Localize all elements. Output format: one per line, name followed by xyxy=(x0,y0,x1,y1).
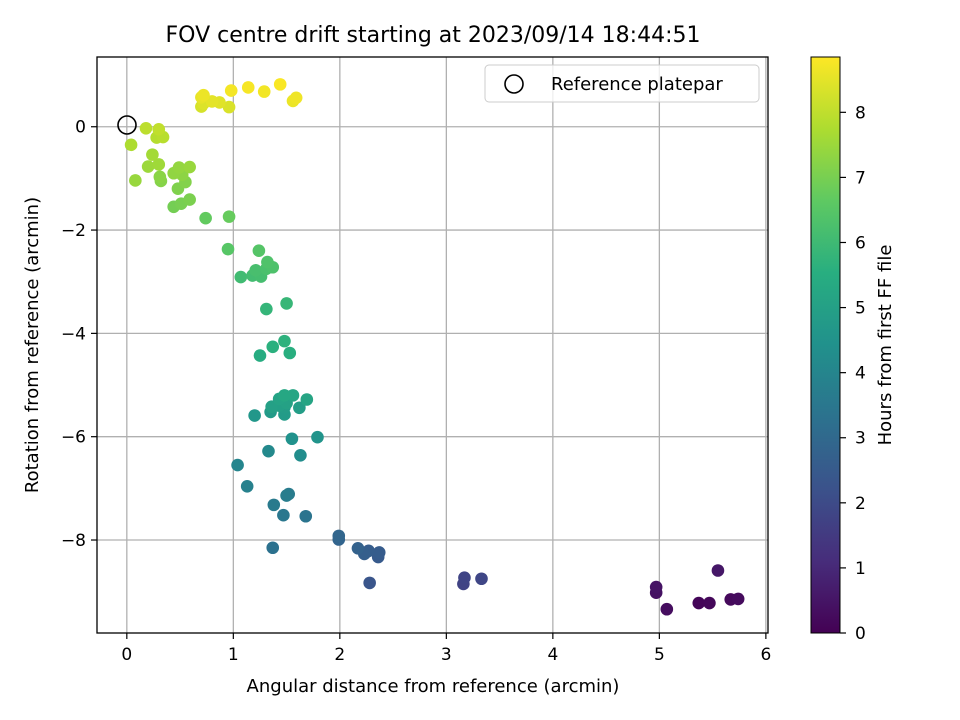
data-point xyxy=(199,211,212,225)
data-point xyxy=(703,596,716,610)
x-tick-label: 1 xyxy=(228,645,239,665)
data-point xyxy=(289,91,303,105)
x-tick-label: 3 xyxy=(441,645,452,665)
data-point xyxy=(152,123,166,136)
data-point xyxy=(283,346,297,360)
data-point xyxy=(300,393,314,406)
colorbar-ticks: 0 1 2 3 4 5 6 7 8 xyxy=(840,103,866,644)
data-point xyxy=(311,430,324,444)
data-point xyxy=(475,572,488,586)
data-point xyxy=(266,541,280,555)
data-point xyxy=(711,564,725,577)
legend-label: Reference platepar xyxy=(551,74,723,95)
data-point xyxy=(221,242,235,256)
x-axis-label: Angular distance from reference (arcmin) xyxy=(247,676,620,697)
data-point xyxy=(294,448,307,462)
y-tick-label: 0 xyxy=(75,118,86,138)
data-point xyxy=(273,78,287,91)
data-point xyxy=(458,571,471,585)
data-point xyxy=(224,84,238,97)
data-point xyxy=(172,161,186,174)
data-point xyxy=(280,297,293,310)
x-tick-label: 2 xyxy=(334,645,345,665)
y-axis-label: Rotation from reference (arcmin) xyxy=(22,197,43,493)
colorbar-gradient xyxy=(810,56,841,634)
data-point xyxy=(183,160,196,174)
data-points xyxy=(124,78,745,616)
data-point xyxy=(285,432,299,446)
colorbar: 0 1 2 3 4 5 6 7 8 Hours from first FF file xyxy=(810,56,896,644)
data-point xyxy=(152,158,166,171)
plot-frame xyxy=(96,56,769,634)
colorbar-tick-label: 3 xyxy=(855,429,866,449)
data-point xyxy=(260,302,273,316)
reference-marker xyxy=(117,115,137,135)
legend: Reference platepar xyxy=(484,64,760,103)
x-tick-label: 0 xyxy=(121,645,132,665)
data-point xyxy=(139,121,153,135)
colorbar-tick-label: 1 xyxy=(855,559,866,579)
data-point xyxy=(249,264,262,277)
y-tick-label: −4 xyxy=(61,324,86,344)
data-point xyxy=(278,334,291,348)
data-point xyxy=(266,340,280,354)
data-point xyxy=(649,580,663,594)
data-point xyxy=(146,148,159,161)
data-point xyxy=(153,170,167,184)
data-point xyxy=(261,255,274,269)
data-point xyxy=(183,193,196,206)
colorbar-tick-label: 6 xyxy=(855,233,866,253)
colorbar-tick-label: 7 xyxy=(855,168,866,188)
data-point xyxy=(277,508,290,522)
y-tick-label: −2 xyxy=(61,221,86,241)
data-point xyxy=(351,541,365,555)
data-point xyxy=(222,100,236,114)
data-point xyxy=(293,401,306,415)
data-point xyxy=(692,596,706,610)
data-point xyxy=(299,509,313,523)
data-point xyxy=(363,576,376,590)
data-point xyxy=(197,88,210,102)
data-point xyxy=(267,498,281,512)
colorbar-tick-label: 2 xyxy=(855,494,866,514)
data-point xyxy=(731,592,745,606)
data-point xyxy=(240,479,254,493)
data-point xyxy=(231,458,244,472)
x-axis-ticks: 0 1 2 3 4 5 6 xyxy=(121,633,771,665)
data-point xyxy=(660,602,674,616)
legend-box xyxy=(484,64,760,103)
y-tick-label: −8 xyxy=(61,531,86,551)
data-point xyxy=(372,546,386,559)
data-point xyxy=(241,81,255,94)
x-tick-label: 4 xyxy=(547,645,558,665)
data-point xyxy=(222,210,236,223)
colorbar-tick-label: 8 xyxy=(855,103,866,123)
data-point xyxy=(124,138,138,152)
grid-lines xyxy=(97,57,768,633)
chart-title: FOV centre drift starting at 2023/09/14 … xyxy=(166,23,701,48)
colorbar-tick-label: 0 xyxy=(855,624,866,644)
x-tick-label: 5 xyxy=(654,645,665,665)
data-point xyxy=(252,244,266,258)
data-point xyxy=(234,270,248,284)
colorbar-tick-label: 4 xyxy=(855,364,866,384)
x-tick-label: 6 xyxy=(760,645,771,665)
legend-marker xyxy=(504,74,524,94)
data-point xyxy=(257,85,271,98)
data-point xyxy=(253,349,267,362)
data-point xyxy=(280,489,293,502)
data-point xyxy=(262,444,275,458)
data-point xyxy=(278,389,291,402)
data-point xyxy=(332,529,346,543)
colorbar-tick-label: 5 xyxy=(855,299,866,319)
y-tick-label: −6 xyxy=(61,428,86,448)
y-axis-ticks: 0 −2 −4 −6 −8 xyxy=(61,118,97,551)
data-point xyxy=(248,409,261,422)
data-point xyxy=(141,160,155,173)
colorbar-label: Hours from first FF file xyxy=(875,245,896,446)
data-point xyxy=(129,174,142,187)
